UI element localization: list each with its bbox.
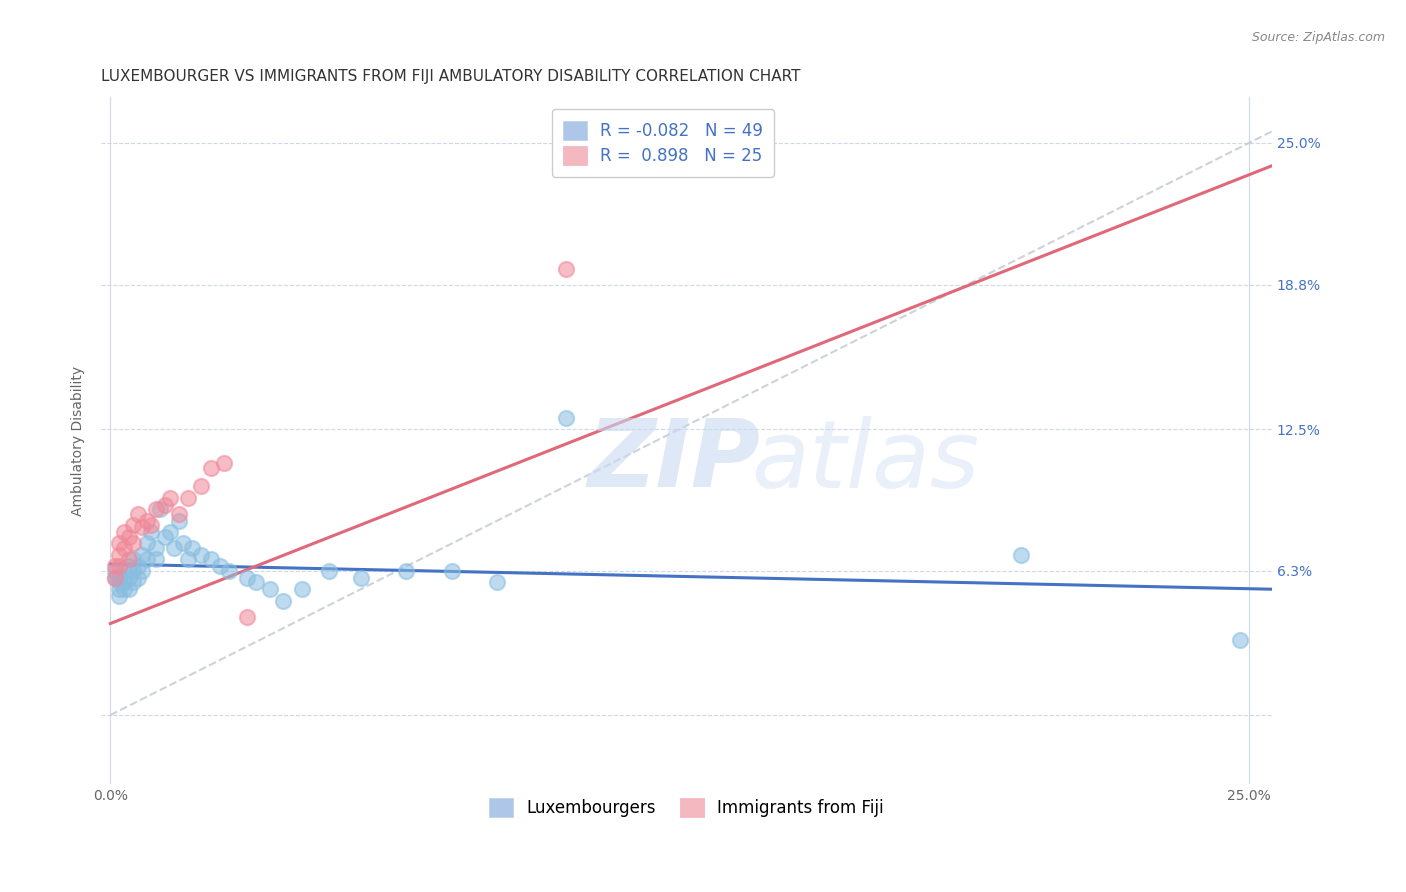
Point (159, 524, 181, 539)
Point (112, 541, 135, 555)
Point (145, 552, 167, 566)
Point (440, 564, 463, 578)
Point (122, 518, 145, 533)
Point (153, 498, 176, 512)
Point (350, 571, 373, 585)
Point (141, 518, 163, 533)
Point (236, 609, 259, 624)
Point (200, 552, 222, 566)
Point (172, 536, 194, 550)
Point (117, 582, 139, 597)
Point (245, 575, 267, 590)
Point (153, 530, 176, 544)
Point (112, 524, 135, 539)
Point (104, 564, 127, 578)
Point (181, 541, 204, 555)
Point (131, 564, 153, 578)
Point (486, 575, 509, 590)
Point (190, 479, 212, 493)
Point (104, 559, 127, 574)
Point (112, 564, 135, 578)
Legend: Luxembourgers, Immigrants from Fiji: Luxembourgers, Immigrants from Fiji (482, 791, 890, 823)
Point (122, 564, 145, 578)
Point (108, 582, 131, 597)
Point (117, 571, 139, 585)
Text: atlas: atlas (751, 416, 979, 507)
Point (104, 571, 127, 585)
Point (117, 552, 139, 566)
Point (122, 552, 145, 566)
Point (273, 593, 295, 607)
Point (135, 536, 157, 550)
Point (108, 575, 131, 590)
Point (112, 582, 135, 597)
Point (141, 524, 163, 539)
Point (117, 559, 139, 574)
Point (135, 552, 157, 566)
Point (259, 582, 281, 597)
Point (291, 582, 314, 597)
Point (108, 536, 131, 550)
Point (108, 589, 131, 603)
Point (177, 552, 200, 566)
Text: LUXEMBOURGER VS IMMIGRANTS FROM FIJI AMBULATORY DISABILITY CORRELATION CHART: LUXEMBOURGER VS IMMIGRANTS FROM FIJI AMB… (101, 69, 800, 84)
Point (208, 559, 231, 574)
Point (395, 564, 418, 578)
Point (318, 564, 340, 578)
Point (117, 530, 139, 544)
Text: Source: ZipAtlas.com: Source: ZipAtlas.com (1251, 31, 1385, 45)
Point (104, 571, 127, 585)
Point (127, 559, 149, 574)
Point (131, 520, 153, 534)
Point (108, 559, 131, 574)
Text: ZIP: ZIP (586, 415, 759, 507)
Point (163, 541, 186, 555)
Point (554, 410, 576, 425)
Point (177, 491, 200, 505)
Point (190, 548, 212, 562)
Point (108, 571, 131, 585)
Point (159, 491, 181, 505)
Point (167, 507, 190, 521)
Point (149, 502, 172, 516)
Point (145, 541, 167, 555)
Point (112, 575, 135, 590)
Point (127, 507, 149, 521)
Point (236, 571, 259, 585)
Point (1010, 548, 1032, 562)
Point (167, 514, 190, 528)
Point (108, 548, 131, 562)
Point (554, 261, 576, 276)
Point (200, 461, 222, 475)
Point (135, 514, 157, 528)
Point (218, 564, 240, 578)
Point (122, 536, 145, 550)
Y-axis label: Ambulatory Disability: Ambulatory Disability (72, 366, 86, 516)
Point (212, 456, 235, 470)
Point (145, 502, 167, 516)
Point (1229, 632, 1251, 647)
Point (131, 548, 153, 562)
Point (127, 571, 149, 585)
Point (122, 575, 145, 590)
